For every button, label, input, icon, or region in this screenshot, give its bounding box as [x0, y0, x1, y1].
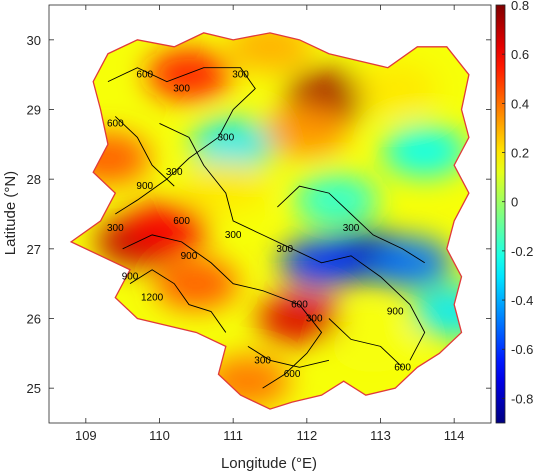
contour-label-12: 300: [225, 230, 242, 241]
colorbar-tick-label-5: 0.2: [511, 146, 529, 161]
contour-label-14: 300: [306, 314, 323, 325]
contour-label-4: 300: [166, 167, 183, 178]
colorbar-tick-label-3: -0.2: [511, 244, 533, 259]
y-tick-label-0: 25: [27, 381, 41, 396]
contour-label-17: 900: [387, 307, 404, 318]
contour-label-5: 600: [107, 118, 124, 129]
colorbar-tick-label-0: -0.8: [511, 391, 533, 406]
x-tick-label-0: 109: [75, 428, 97, 443]
colorbar: -0.8 -0.6 -0.4 -0.2 0 0.2 0.4 0.6 0.8: [495, 0, 533, 424]
colorbar-tick-label-2: -0.4: [511, 293, 533, 308]
colorbar-tick-label-4: 0: [511, 195, 518, 210]
colorbar-gradient: [495, 4, 506, 424]
field-layer: [69, 32, 470, 410]
contour-label-20: 300: [254, 355, 271, 366]
field-anomaly-16: [183, 160, 268, 213]
colorbar-tick-label-7: 0.6: [511, 47, 529, 62]
y-tick-label-3: 28: [27, 172, 41, 187]
contour-label-3: 300: [217, 132, 234, 143]
province-outline: [69, 32, 470, 410]
contour-label-18: 600: [394, 362, 411, 373]
contour-label-7: 300: [107, 223, 124, 234]
contour-line-7: [247, 345, 330, 368]
contour-label-13: 300: [276, 244, 293, 255]
x-tick-label-5: 114: [444, 428, 465, 443]
field-anomaly-13: [412, 285, 469, 338]
x-tick-label-3: 112: [296, 428, 317, 443]
y-axis-title: Latitude (°N): [2, 171, 19, 255]
axes-layer: 109 110 111 112 113 114 25 26 27 28 29 30: [27, 4, 492, 443]
contour-label-1: 300: [173, 84, 190, 95]
contour-label-0: 300: [232, 70, 249, 81]
field-anomaly-7: [191, 118, 276, 171]
field-anomaly-1: [146, 48, 231, 101]
colorbar-tick-label-6: 0.4: [511, 96, 529, 111]
x-tick-label-1: 110: [149, 428, 170, 443]
y-tick-label-2: 27: [27, 242, 41, 257]
colorbar-tick-label-1: -0.6: [511, 342, 533, 357]
x-tick-label-2: 111: [223, 428, 243, 443]
contour-label-19: 600: [284, 369, 301, 380]
contour-line-5: [328, 318, 403, 368]
y-tick-label-1: 26: [27, 312, 41, 327]
contour-label-8: 600: [173, 216, 190, 227]
colorbar-tick-label-8: 0.8: [511, 0, 529, 13]
y-tick-label-5: 30: [27, 33, 41, 48]
field-anomaly-18: [353, 62, 438, 115]
contour-layer: 3003006003003006009003006009009001200300…: [107, 67, 426, 389]
contour-line-3: [129, 269, 227, 333]
axes-box: [48, 4, 492, 424]
field-anomaly-3: [124, 201, 209, 254]
contour-line-6: [114, 116, 175, 187]
contour-label-2: 600: [136, 70, 153, 81]
contour-label-15: 300: [343, 223, 360, 234]
field-anomaly-11: [367, 236, 452, 289]
x-tick-label-4: 113: [370, 428, 391, 443]
contour-line-1: [159, 123, 426, 361]
contour-label-16: 600: [291, 300, 308, 311]
field-anomaly-12: [382, 125, 467, 178]
field-anomaly-4: [154, 257, 239, 310]
field-anomaly-17: [264, 104, 349, 157]
y-tick-label-4: 29: [27, 103, 41, 118]
contour-label-11: 1200: [141, 293, 164, 304]
x-axis-title: Longitude (°E): [221, 455, 317, 472]
contour-line-4: [277, 185, 425, 264]
contour-label-10: 900: [122, 272, 139, 283]
contour-line-0: [107, 67, 256, 215]
contour-line-2: [122, 234, 323, 389]
contour-label-9: 900: [181, 251, 198, 262]
province-base-fill: [71, 32, 469, 410]
contour-label-6: 900: [136, 181, 153, 192]
